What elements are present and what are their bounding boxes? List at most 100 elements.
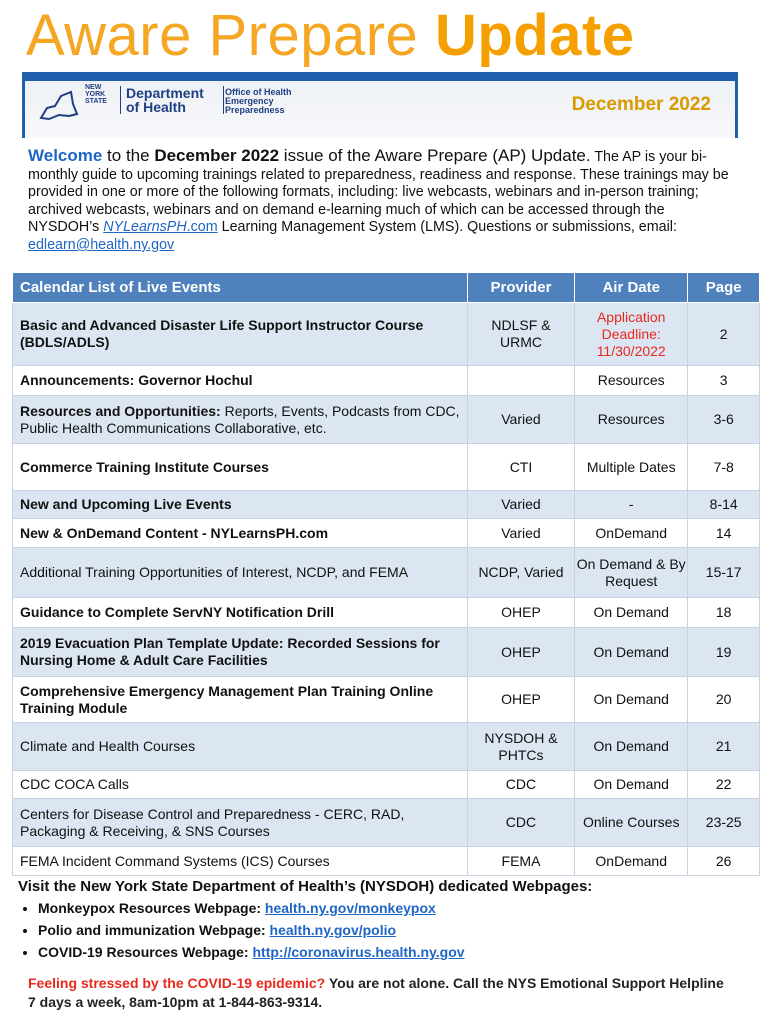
provider-cell: OHEP	[466, 627, 576, 677]
page-number: 21	[715, 738, 732, 754]
webpage-item: Polio and immunization Webpage: health.n…	[38, 919, 758, 941]
page-cell: 21	[687, 722, 760, 771]
provider: NDLSF & URMC	[491, 317, 551, 350]
provider-cell: CDC	[466, 798, 576, 847]
air-date: Application Deadline: 11/30/2022	[596, 308, 666, 359]
page-number: 2	[719, 325, 728, 342]
event-title: Announcements: Governor Hochul	[20, 372, 253, 388]
helpline-message: You are not alone. Call the NYS Emotiona…	[28, 975, 724, 1010]
air-date-cell: OnDemand	[574, 518, 689, 548]
event-row: FEMA Incident Command Systems (ICS) Cour…	[12, 846, 760, 876]
welcome: Welcome	[28, 146, 103, 165]
event-cell: New & OnDemand Content - NYLearnsPH.com	[12, 518, 468, 548]
event-cell: Additional Training Opportunities of Int…	[12, 547, 468, 598]
air-date: On Demand & By Request	[576, 555, 686, 589]
page-number: 26	[715, 852, 732, 869]
provider-cell: CDC	[466, 770, 576, 799]
air-date-cell: On Demand	[574, 770, 689, 799]
provider: Varied	[501, 411, 541, 427]
events-table: Calendar List of Live Events Provider Air …	[12, 272, 760, 876]
event-row: Announcements: Governor Hochul Resources 3	[12, 365, 760, 396]
provider: NYSDOH & PHTCs	[484, 729, 558, 763]
text: Learning Management System (LMS). Questi…	[217, 219, 677, 236]
event-row: Additional Training Opportunities of Int…	[12, 547, 760, 598]
air-date-cell: Multiple Dates	[574, 443, 689, 491]
air-date-cell: On Demand	[574, 676, 689, 723]
event-title: Climate and Health Courses	[20, 738, 196, 754]
event-row: Commerce Training Institute Courses CTI Mu…	[12, 443, 760, 491]
webpage-label: Polio and immunization Webpage:	[38, 922, 270, 938]
event-row: Centers for Disease Control and Prepared…	[12, 798, 760, 847]
page-cell: 7-8	[687, 443, 760, 491]
issue-date: December 2022	[571, 94, 711, 115]
event-cell: Resources and Opportunities: Reports, Ev…	[12, 395, 468, 444]
webpage-label: COVID-19 Resources Webpage:	[38, 944, 253, 960]
event-cell: Centers for Disease Control and Prepared…	[12, 798, 468, 847]
provider: OHEP	[501, 604, 541, 620]
event-title: Additional Training Opportunities of Int…	[20, 564, 409, 580]
webpage-link[interactable]: health.ny.gov/monkeypox	[264, 900, 436, 916]
page-cell: 23-25	[687, 798, 760, 847]
webpage-link[interactable]: health.ny.gov/polio	[269, 922, 397, 938]
air-date-cell: On Demand	[574, 722, 689, 771]
logo-state-line: YORK	[85, 91, 106, 98]
provider-cell: FEMA	[466, 846, 576, 876]
provider: Varied	[501, 524, 541, 541]
column-header: Provider	[466, 272, 576, 303]
event-title: Commerce Training Institute Courses	[20, 458, 269, 475]
event-cell: Basic and Advanced Disaster Life Support…	[12, 302, 468, 366]
logo-office: Office of Health Emergency Preparedness	[225, 87, 292, 115]
page-cell: 15-17	[687, 547, 760, 598]
page-cell: 19	[687, 627, 760, 677]
event-title: New & OnDemand Content - NYLearnsPH.com	[20, 524, 329, 541]
column-header: Page	[687, 272, 760, 303]
air-date: On Demand	[593, 604, 669, 620]
text: The AP is your bi-monthly guide to upcom…	[28, 149, 729, 236]
air-date: On Demand	[593, 643, 669, 660]
logo-department: Department of Health	[120, 86, 224, 114]
provider-cell: OHEP	[466, 676, 576, 723]
provider: CDC	[505, 776, 537, 792]
provider-cell: CTI	[466, 443, 576, 491]
text: issue of the Aware Prepare (AP) Update.	[279, 146, 591, 165]
nylearnsph-link[interactable]: NYLearnsPH.com	[103, 219, 217, 235]
event-title: Guidance to Complete ServNY Notification…	[20, 604, 335, 620]
page-cell: 20	[687, 676, 760, 723]
event-row: CDC COCA Calls CDC On Demand 22	[12, 770, 760, 799]
webpage-item: Monkeypox Resources Webpage: health.ny.g…	[38, 897, 758, 919]
header-row: Calendar List of Live Events Provider Air …	[12, 272, 760, 303]
page-number: 18	[715, 604, 732, 620]
air-date-cell: Online Courses	[574, 798, 689, 847]
provider: CDC	[505, 814, 537, 830]
event-row: 2019 Evacuation Plan Template Update: Re…	[12, 627, 760, 677]
air-date: OnDemand	[595, 524, 667, 541]
event-row: New & OnDemand Content - NYLearnsPH.com V…	[12, 518, 760, 548]
provider-cell: Varied	[466, 518, 576, 548]
page-cell: 2	[687, 302, 760, 366]
air-date: Resources	[597, 411, 665, 427]
email-link[interactable]: edlearn@health.ny.gov	[28, 236, 175, 253]
event-title: Resources and Opportunities:	[20, 402, 221, 419]
air-date-cell: -	[574, 490, 689, 519]
air-date: Online Courses	[582, 814, 680, 830]
page-number: 20	[715, 691, 732, 707]
event-cell: New and Upcoming Live Events	[12, 490, 468, 519]
page-number: 3	[719, 372, 728, 388]
webpages: Visit the New York State Department of H…	[18, 878, 758, 963]
provider-cell: OHEP	[466, 597, 576, 628]
webpage-link[interactable]: http://coronavirus.health.ny.gov	[252, 944, 465, 960]
webpage-label: Monkeypox Resources Webpage:	[38, 900, 265, 916]
page-cell: 26	[687, 846, 760, 876]
helpline: Feeling stressed by the COVID-19 epidemi…	[28, 974, 728, 1012]
page-cell: 14	[687, 518, 760, 548]
webpages-heading: Visit the New York State Department of H…	[18, 878, 593, 895]
event-row: New and Upcoming Live Events Varied - 8-14	[12, 490, 760, 519]
page-number: 14	[715, 524, 732, 541]
helpline-question: Feeling stressed by the COVID-19 epidemi…	[28, 975, 326, 991]
provider: Varied	[501, 496, 541, 512]
provider-cell: Varied	[466, 395, 576, 444]
air-date: Multiple Dates	[586, 458, 676, 475]
event-title: Comprehensive Emergency Management Plan …	[20, 682, 434, 716]
page-cell: 8-14	[687, 490, 760, 519]
air-date: -	[628, 496, 634, 512]
